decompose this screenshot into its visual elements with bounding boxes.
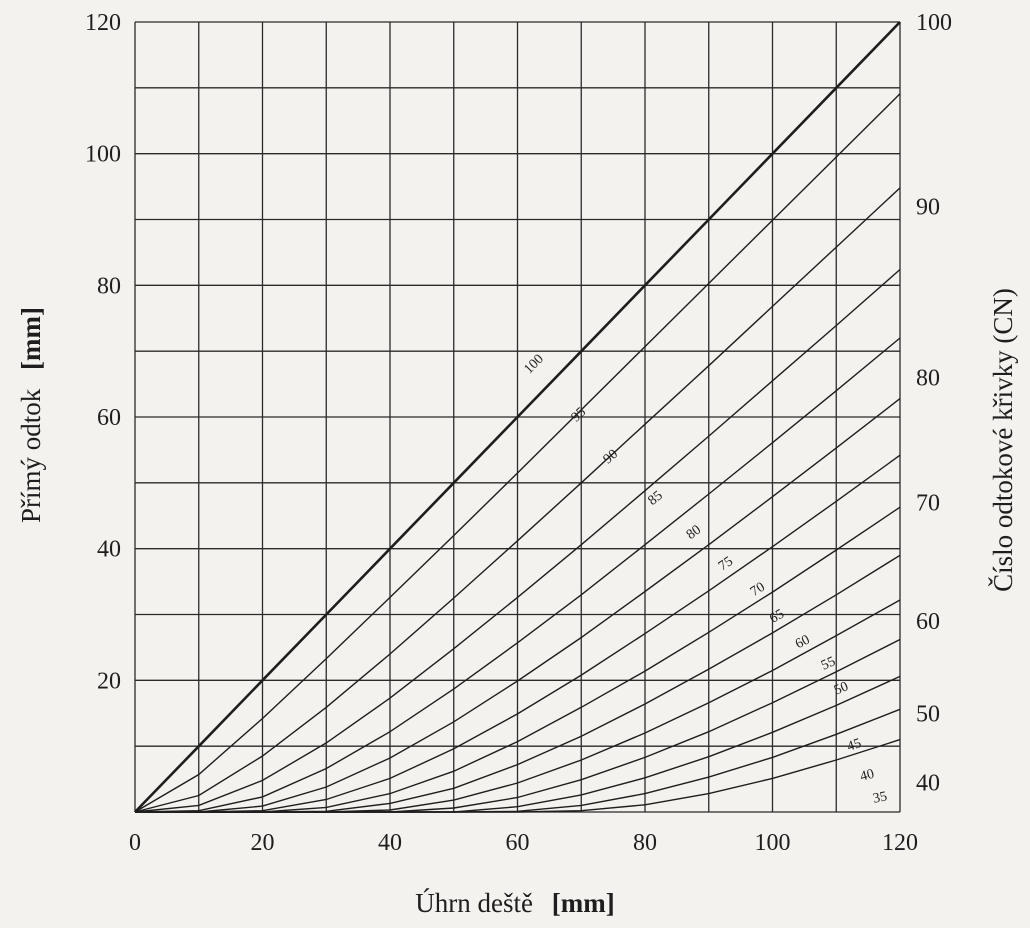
x-tick-label: 80 (633, 830, 657, 856)
cn-curve-label: 100 (521, 352, 546, 377)
x-tick-label: 40 (378, 830, 402, 856)
y2-tick-label: 100 (916, 10, 952, 36)
y-tick-label: 40 (97, 537, 121, 563)
y-tick-label: 60 (97, 405, 121, 431)
y2-tick-labels: 100 90 80 70 60 50 40 (916, 10, 952, 796)
y2-tick-label: 40 (916, 770, 940, 796)
x-tick-labels: 0 20 40 60 80 100 120 (129, 830, 918, 856)
y-tick-label: 120 (85, 10, 121, 36)
cn-curve-label: 70 (748, 580, 768, 600)
x-tick-label: 20 (251, 830, 275, 856)
y-tick-label: 100 (85, 142, 121, 168)
cn-curve-label: 40 (859, 767, 876, 785)
y-tick-label: 80 (97, 273, 121, 299)
y2-tick-label: 50 (916, 701, 940, 727)
y-axis-label: Přímý odtok [mm] (16, 307, 46, 523)
x-tick-label: 60 (506, 830, 530, 856)
cn-curve-70 (135, 454, 901, 813)
cn-curve-100 (134, 21, 901, 813)
cn-curve-90 (134, 187, 901, 813)
cn-curve-label: 65 (767, 607, 787, 627)
cn-curve-80 (134, 337, 901, 813)
cn-curve-label: 45 (845, 736, 863, 755)
y-tick-labels: 20 40 60 80 100 120 (85, 10, 121, 694)
x-axis-label: Úhrn deště [mm] (415, 888, 614, 918)
cn-curve-95 (134, 93, 901, 813)
cn-curve-label: 80 (684, 522, 704, 542)
cn-curve-75 (135, 398, 901, 813)
y-axis-unit: [mm] (16, 307, 46, 370)
x-tick-label: 0 (129, 830, 141, 856)
x-tick-label: 120 (882, 830, 918, 856)
y-tick-label: 20 (97, 668, 121, 694)
cn-curve-85 (134, 268, 901, 813)
cn-curve-label: 85 (645, 488, 665, 508)
y2-axis-label: Číslo odtokové křivky (CN) (988, 288, 1018, 592)
cn-curve-label: 55 (819, 654, 838, 673)
cn-curves (134, 21, 901, 813)
cn-curve-label: 35 (872, 789, 889, 807)
y2-tick-label: 70 (916, 491, 940, 517)
x-axis-unit: [mm] (552, 888, 615, 918)
x-tick-label: 100 (755, 830, 791, 856)
y2-tick-label: 60 (916, 609, 940, 635)
cn-curve-label: 95 (569, 405, 589, 426)
cn-curve-label: 50 (832, 679, 851, 698)
y2-tick-label: 90 (916, 194, 940, 220)
cn-curve-35 (135, 738, 901, 813)
y-axis-title: Přímý odtok (16, 388, 46, 523)
cn-curve-label: 75 (716, 554, 736, 574)
x-axis-title: Úhrn deště (415, 888, 533, 918)
y2-tick-label: 80 (916, 366, 940, 392)
cn-curve-label: 60 (793, 632, 812, 652)
